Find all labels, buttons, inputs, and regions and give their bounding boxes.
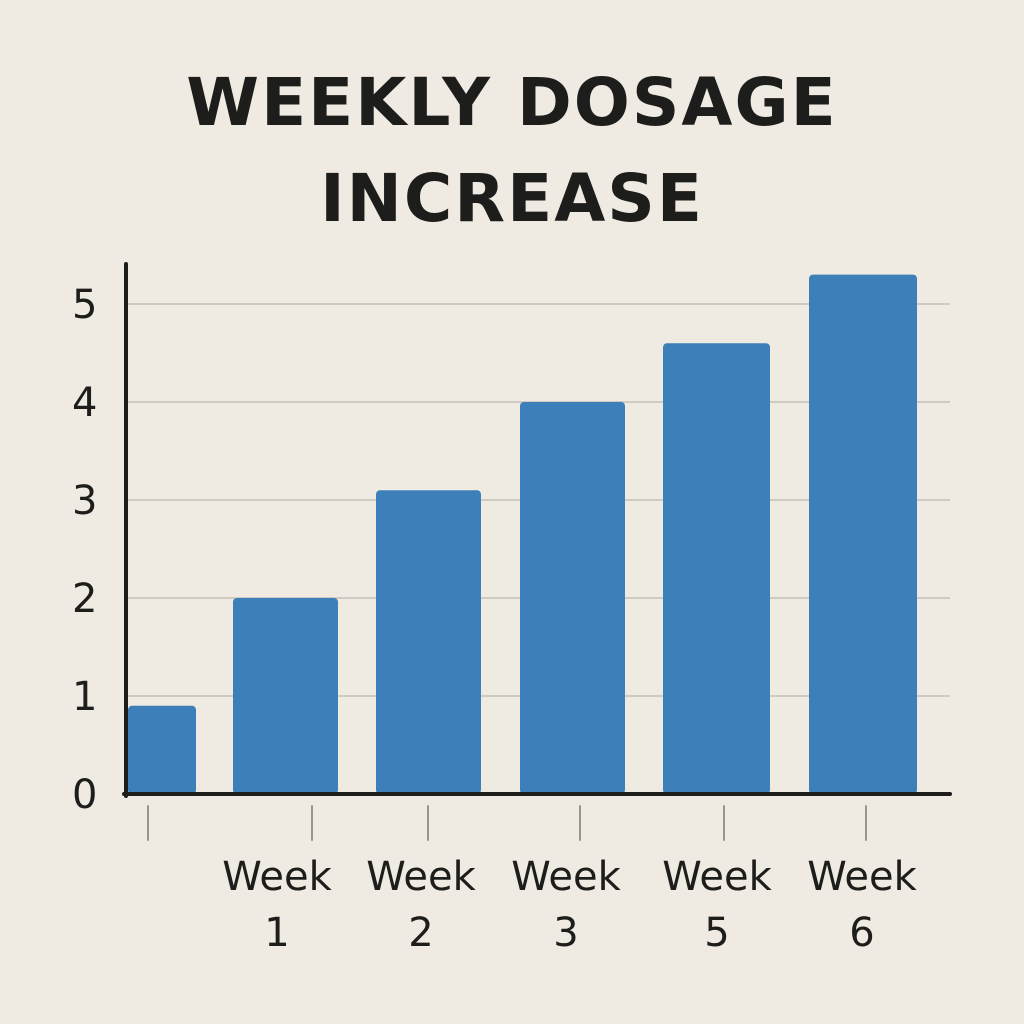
x-tick-label: 3 — [553, 910, 578, 956]
x-tick-label: Week — [662, 854, 772, 900]
y-tick-label: 4 — [72, 380, 97, 426]
x-tick-label: 1 — [264, 910, 289, 956]
chart-title: WEEKLY DOSAGE INCREASE — [0, 55, 1024, 247]
y-tick-label: 5 — [72, 282, 97, 328]
bar — [663, 343, 770, 794]
chart-title-line-1: WEEKLY DOSAGE — [186, 64, 838, 141]
y-tick-label: 0 — [72, 772, 97, 818]
bar — [233, 598, 338, 794]
chart-title-line-2: INCREASE — [320, 160, 704, 237]
x-tick-label: 5 — [704, 910, 729, 956]
y-tick-label: 1 — [72, 674, 97, 720]
x-tick-label: Week — [366, 854, 476, 900]
x-tick-label: 2 — [408, 910, 433, 956]
y-tick-label: 3 — [72, 478, 97, 524]
x-tick-label: Week — [807, 854, 917, 900]
x-tick-label: Week — [511, 854, 621, 900]
bar — [520, 402, 625, 794]
x-tick-label: Week — [222, 854, 332, 900]
bar — [809, 274, 917, 795]
y-tick-label: 2 — [72, 576, 97, 622]
x-tick-label: 6 — [849, 910, 874, 956]
bar — [376, 490, 481, 794]
bar — [128, 705, 196, 794]
